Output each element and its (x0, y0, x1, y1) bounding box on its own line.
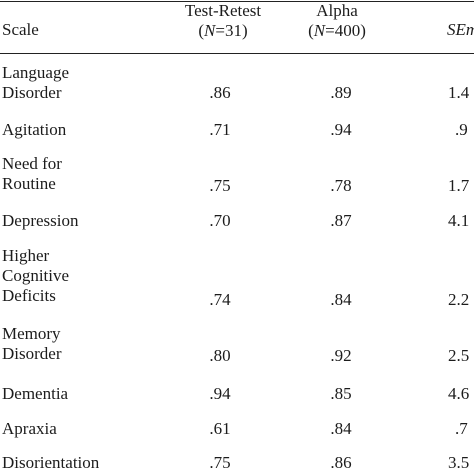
row-label: Language Disorder (2, 63, 70, 102)
header-test-retest-n: (N=31) (198, 21, 248, 40)
cell-sem: 3.5 (448, 453, 470, 472)
cell-sem: 1.4 (448, 83, 470, 102)
cell-test-retest: .74 (209, 290, 231, 309)
cell-test-retest: .61 (209, 419, 231, 438)
cell-alpha: .85 (330, 384, 352, 403)
cell-test-retest: .86 (209, 83, 231, 102)
cell-alpha: .92 (330, 346, 352, 365)
row-label: Need for Routine (2, 154, 62, 193)
cell-sem: 2.2 (448, 290, 470, 309)
cell-sem: .7 (455, 419, 468, 438)
row-label: Apraxia (2, 419, 57, 438)
cell-sem: .9 (455, 120, 468, 139)
cell-sem: 1.7 (448, 176, 470, 195)
cell-test-retest: .70 (209, 211, 231, 230)
cell-alpha: .78 (330, 176, 352, 195)
row-label: Memory Disorder (2, 324, 62, 363)
row-label: Disorientation (2, 453, 100, 472)
header-sem: SEm (447, 20, 474, 39)
table-top-rule (0, 1, 474, 2)
row-label: Dementia (2, 384, 69, 403)
cell-test-retest: .94 (209, 384, 231, 403)
cell-sem: 4.6 (448, 384, 470, 403)
header-alpha-title: Alpha (316, 1, 358, 20)
cell-test-retest: .71 (209, 120, 231, 139)
cell-alpha: .86 (330, 453, 352, 472)
cell-sem: 2.5 (448, 346, 470, 365)
cell-alpha: .89 (330, 83, 352, 102)
row-label: Depression (2, 211, 79, 230)
cell-test-retest: .75 (209, 453, 231, 472)
header-test-retest-title: Test-Retest (184, 1, 262, 20)
header-bottom-rule (0, 53, 474, 54)
cell-test-retest: .75 (209, 176, 231, 195)
header-alpha: Alpha (N=400) (282, 1, 392, 41)
row-label: Higher Cognitive Deficits (2, 246, 70, 305)
header-alpha-n: (N=400) (308, 21, 366, 40)
row-label: Agitation (2, 120, 67, 139)
cell-sem: 4.1 (448, 211, 470, 230)
cell-test-retest: .80 (209, 346, 231, 365)
cell-alpha: .87 (330, 211, 352, 230)
header-scale: Scale (2, 20, 39, 39)
header-test-retest: Test-Retest (N=31) (168, 1, 278, 41)
cell-alpha: .84 (330, 290, 352, 309)
cell-alpha: .94 (330, 120, 352, 139)
cell-alpha: .84 (330, 419, 352, 438)
